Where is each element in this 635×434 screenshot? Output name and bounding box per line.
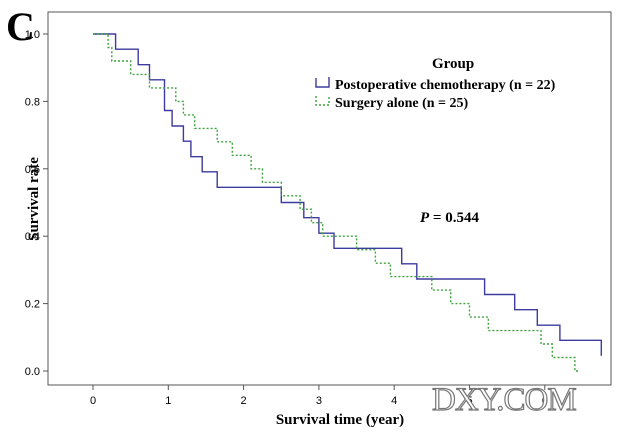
x-tick-label: 0 [90, 395, 96, 407]
x-tick-label: 4 [391, 395, 397, 407]
legend: Group Postoperative chemotherapy (n = 22… [315, 56, 556, 111]
legend-label-chemo: Postoperative chemotherapy (n = 22) [335, 78, 556, 93]
legend-label-surgery: Surgery alone (n = 25) [335, 96, 469, 111]
legend-swatch-surgery [315, 95, 330, 106]
axes: 0 1 2 3 4 5 6 0.0 0.2 0.4 0.6 0.8 1.0 [25, 29, 548, 407]
y-tick-label: 0.4 [25, 231, 40, 243]
plot-frame [47, 11, 612, 386]
y-tick-label: 1.0 [25, 29, 40, 41]
panel-label: C [6, 4, 35, 49]
x-axis-title: Survival time (year) [276, 412, 404, 428]
x-tick-label: 1 [165, 395, 171, 407]
p-value-text: = 0.544 [429, 210, 479, 226]
p-value-annotation: P = 0.544 [420, 210, 479, 226]
y-axis-title: Survival rate [26, 157, 42, 241]
series-line-chemo [93, 33, 602, 356]
x-tick-label: 3 [316, 395, 322, 407]
y-tick-label: 0.6 [25, 164, 40, 176]
y-tick-label: 0.8 [25, 96, 40, 108]
legend-key-surgery [315, 95, 330, 106]
y-tick-label: 0.2 [25, 299, 40, 311]
legend-key-chemo [315, 77, 330, 88]
watermark: DXY.COM [432, 382, 576, 418]
survival-curves [93, 33, 602, 372]
x-tick-label: 5 [466, 395, 472, 407]
p-value-symbol: P [420, 210, 430, 226]
legend-title: Group [432, 56, 474, 72]
y-tick-label: 0.0 [25, 366, 40, 378]
x-tick-label: 6 [542, 395, 548, 407]
x-tick-label: 2 [241, 395, 247, 407]
legend-swatch-chemo [315, 77, 330, 88]
